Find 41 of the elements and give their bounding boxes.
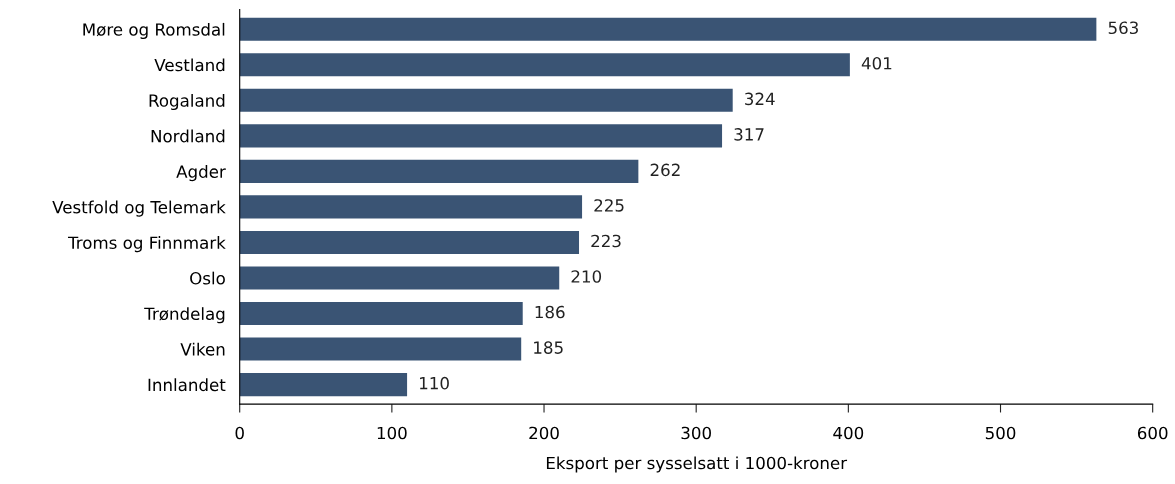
bar — [239, 17, 1097, 41]
data-label: 324 — [745, 92, 775, 106]
x-tick-label: 200 — [529, 426, 559, 440]
y-tick-label: Troms og Finnmark — [67, 236, 226, 253]
bar — [239, 88, 733, 112]
bar — [239, 159, 639, 183]
data-label: 185 — [534, 341, 563, 354]
y-tick-label: Møre og Romsdal — [83, 22, 225, 40]
x-tick-label: 100 — [377, 426, 407, 440]
y-tick-label: Nordland — [151, 129, 225, 143]
data-label: 110 — [420, 376, 449, 390]
y-tick-label: Agder — [176, 165, 226, 182]
bar — [239, 301, 523, 326]
bar — [239, 230, 580, 254]
y-tick-label: Vestfold og Telemark — [52, 200, 226, 217]
bar — [239, 53, 850, 77]
bar — [239, 124, 723, 148]
y-tick-label: Trøndelag — [144, 307, 225, 324]
y-tick-label: Viken — [180, 342, 225, 356]
bar — [239, 373, 408, 397]
data-label: 563 — [1108, 21, 1138, 35]
x-tick-label: 400 — [833, 426, 864, 440]
y-tick-label: Rogaland — [149, 93, 225, 111]
x-tick-label: 0 — [235, 426, 244, 440]
y-tick-label: Innlandet — [148, 378, 226, 392]
data-label: 186 — [535, 305, 565, 319]
data-label: 223 — [591, 234, 621, 248]
y-tick-label: Oslo — [190, 271, 225, 285]
data-label: 262 — [650, 163, 680, 177]
x-axis-title: Eksport per sysselsatt i 1000-kroner — [546, 456, 848, 473]
x-tick-label: 500 — [985, 426, 1016, 440]
bar — [239, 195, 583, 219]
data-label: 210 — [571, 270, 602, 283]
data-label: 401 — [861, 56, 892, 70]
bar — [239, 337, 522, 361]
data-label: 225 — [594, 199, 624, 212]
x-tick-label: 600 — [1137, 426, 1168, 440]
x-tick-label: 300 — [681, 426, 711, 440]
bar — [239, 266, 560, 290]
data-label: 317 — [734, 128, 764, 141]
y-tick-label: Vestland — [154, 58, 225, 72]
